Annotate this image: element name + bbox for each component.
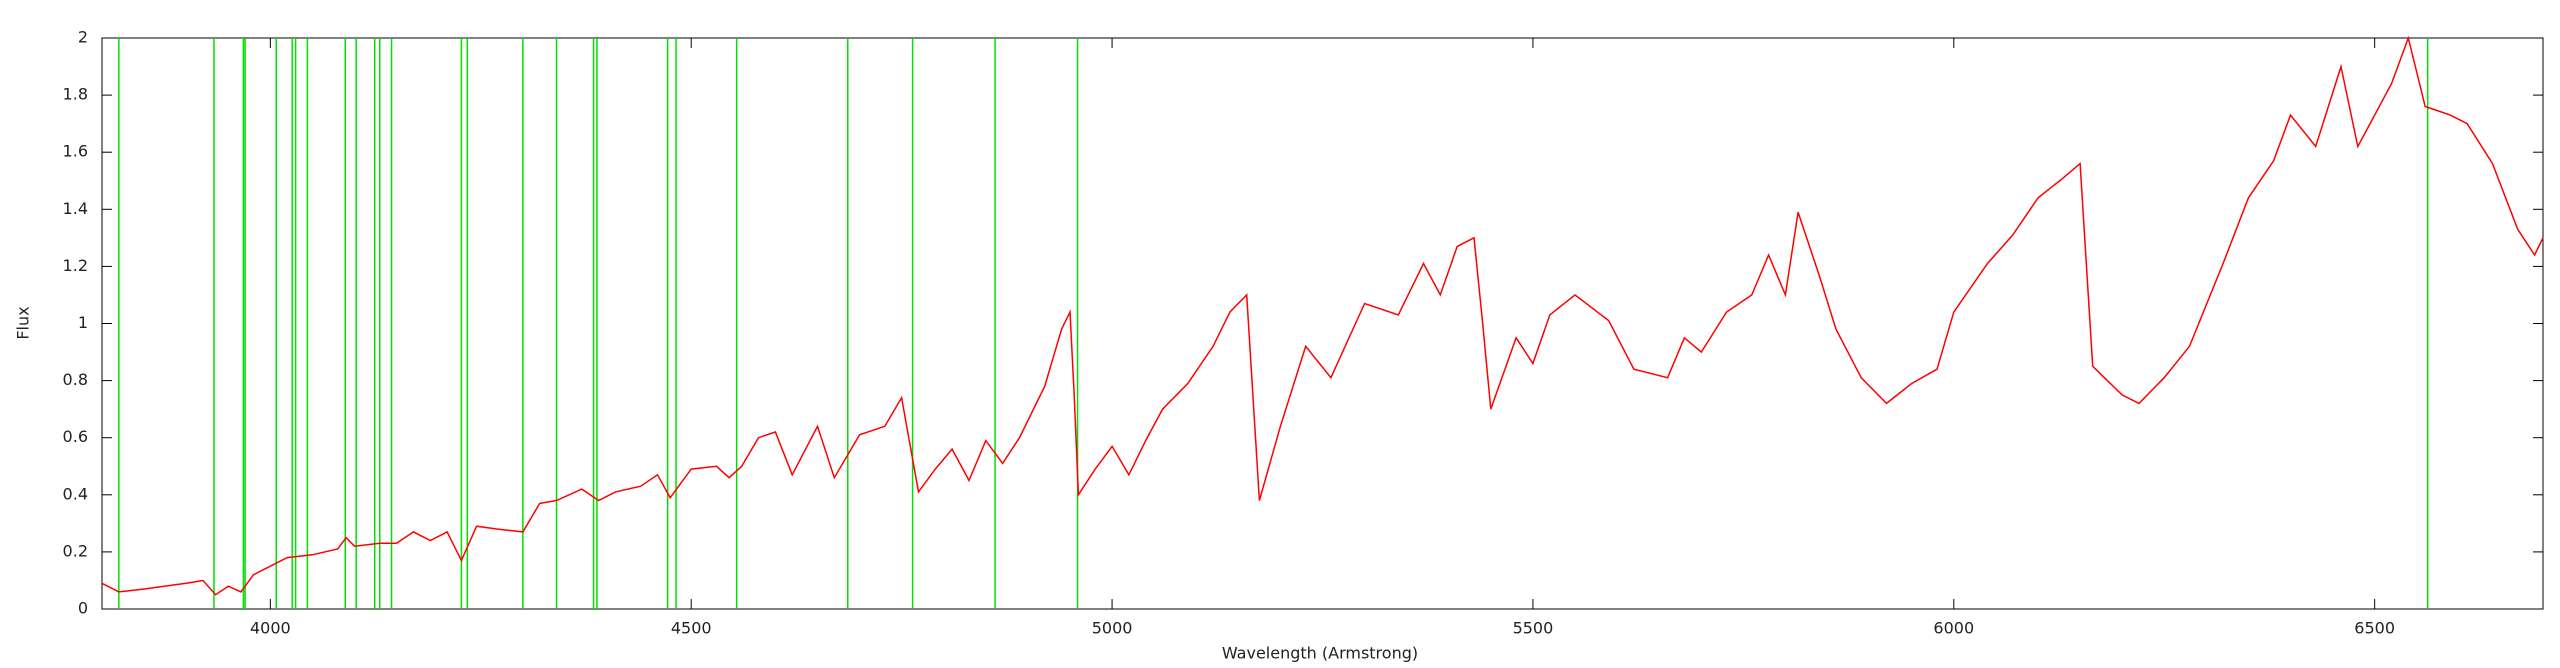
x-tick-label: 6000 [1933, 619, 1974, 638]
x-axis-label: Wavelength (Armstrong) [1222, 644, 1418, 663]
y-tick-label: 0.8 [63, 370, 88, 389]
y-tick-label: 0 [78, 599, 88, 618]
y-tick-label: 1.6 [63, 142, 88, 161]
y-tick-label: 0.2 [63, 541, 88, 560]
x-tick-label: 4000 [250, 619, 291, 638]
y-tick-label: 1.2 [63, 256, 88, 275]
y-axis-label: Flux [14, 306, 33, 339]
y-tick-label: 1 [78, 313, 88, 332]
x-tick-label: 5000 [1092, 619, 1133, 638]
plot-border [101, 37, 2544, 610]
x-tick-label: 6500 [2354, 619, 2395, 638]
y-tick-label: 2 [78, 28, 88, 47]
x-tick-label: 4500 [671, 619, 712, 638]
spectrum-line [101, 35, 2544, 596]
y-tick-label: 0.4 [63, 484, 88, 503]
y-tick-label: 0.6 [63, 427, 88, 446]
x-tick-label: 5500 [1513, 619, 1554, 638]
y-tick-label: 1.4 [63, 199, 88, 218]
y-tick-label: 1.8 [63, 85, 88, 104]
